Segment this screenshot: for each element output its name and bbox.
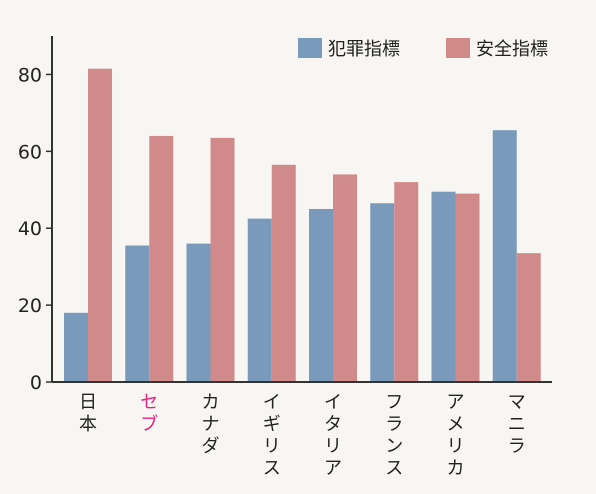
- y-tick-label: 0: [30, 372, 42, 394]
- bar-safety-1: [149, 135, 174, 382]
- legend-swatch-safety: [446, 38, 470, 58]
- bar-safety-0: [88, 68, 112, 382]
- bar-crime-7: [492, 130, 517, 382]
- legend-label-crime: 犯罪指標: [328, 39, 400, 60]
- bar-crime-1: [125, 245, 150, 382]
- y-tick-label: 20: [18, 295, 42, 317]
- legend-label-safety: 安全指標: [476, 39, 548, 60]
- bar-safety-5: [394, 182, 419, 382]
- x-tick-label: カナダ: [202, 392, 220, 457]
- bar-crime-5: [370, 203, 395, 382]
- x-tick-label: アメリカ: [447, 392, 465, 479]
- bar-safety-2: [210, 137, 235, 382]
- x-tick-label: セブ: [140, 392, 158, 435]
- y-tick-label: 40: [18, 218, 42, 240]
- bar-crime-3: [247, 218, 272, 382]
- legend: 犯罪指標 安全指標: [298, 38, 548, 60]
- bar-crime-2: [186, 243, 211, 382]
- bars-layer: [64, 68, 541, 382]
- x-tick-label: フランス: [385, 392, 403, 479]
- bar-safety-3: [271, 164, 296, 382]
- legend-swatch-crime: [298, 38, 322, 58]
- bar-crime-4: [309, 209, 333, 382]
- axes-layer: [51, 36, 552, 383]
- bar-crime-0: [64, 312, 88, 382]
- x-tick-label: 日本: [79, 392, 97, 435]
- x-tick-label: マニラ: [508, 392, 526, 457]
- x-tick-label: イタリア: [324, 392, 342, 479]
- bar-safety-7: [516, 253, 541, 382]
- x-tick-label: イギリス: [263, 392, 281, 479]
- bar-safety-6: [455, 193, 480, 382]
- y-tick-label: 60: [18, 141, 42, 163]
- y-tick-label: 80: [18, 64, 42, 86]
- y-tick-labels: 0 20 40 60 80: [18, 64, 52, 394]
- bar-safety-4: [333, 174, 357, 382]
- bar-crime-6: [431, 191, 456, 382]
